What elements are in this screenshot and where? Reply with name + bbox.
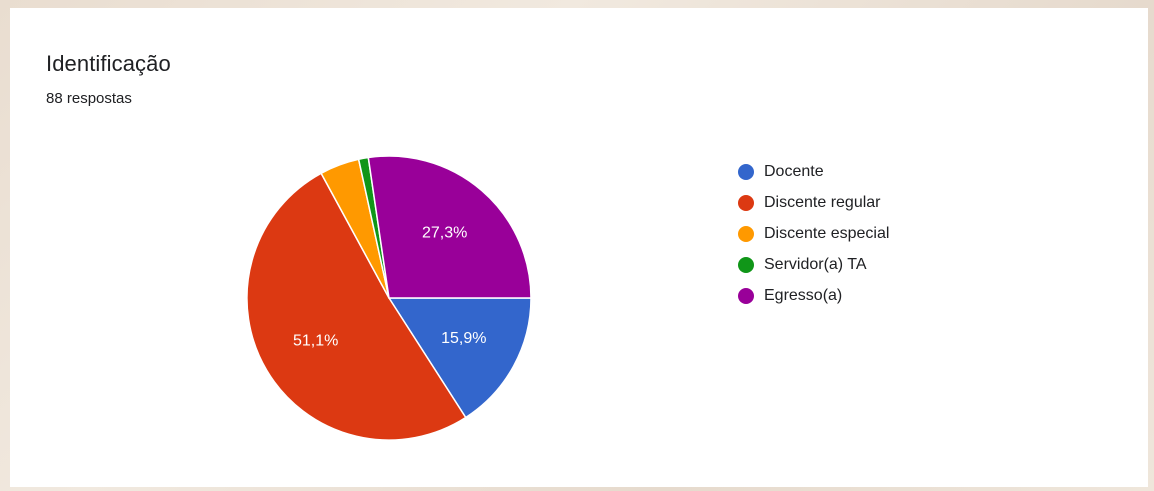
- legend-swatch: [738, 287, 754, 304]
- legend-label: Docente: [764, 162, 824, 180]
- chart-legend: Docente Discente regular Discente especi…: [738, 156, 889, 311]
- legend-swatch: [738, 256, 754, 273]
- legend-swatch: [738, 194, 754, 211]
- response-count: 88 respostas: [46, 90, 132, 107]
- legend-item-discente-especial[interactable]: Discente especial: [738, 218, 889, 249]
- pie-slice-discente-regular[interactable]: [246, 172, 467, 441]
- legend-item-servidor-ta[interactable]: Servidor(a) TA: [738, 249, 889, 280]
- legend-label: Discente regular: [764, 193, 881, 211]
- pie-slice-docente[interactable]: [387, 297, 532, 419]
- legend-swatch: [738, 225, 754, 242]
- chart-title: Identificação: [46, 51, 171, 76]
- legend-label: Egresso(a): [764, 286, 843, 304]
- legend-item-docente[interactable]: Docente: [738, 156, 889, 187]
- legend-item-egresso[interactable]: Egresso(a): [738, 280, 889, 311]
- legend-item-discente-regular[interactable]: Discente regular: [738, 187, 889, 218]
- data-label-docente: 15,9%: [441, 330, 486, 347]
- legend-label: Discente especial: [764, 224, 890, 242]
- pie-chart: 15,9% 51,1% 27,3%: [246, 155, 532, 441]
- data-label-egresso: 27,3%: [422, 225, 467, 242]
- pie-slice-egresso[interactable]: [367, 155, 532, 299]
- legend-swatch: [738, 163, 754, 180]
- data-label-discente-regular: 51,1%: [293, 333, 338, 350]
- chart-card: Identificação 88 respostas 15,9% 51,1% 27,…: [10, 8, 1148, 487]
- legend-label: Servidor(a) TA: [764, 255, 867, 273]
